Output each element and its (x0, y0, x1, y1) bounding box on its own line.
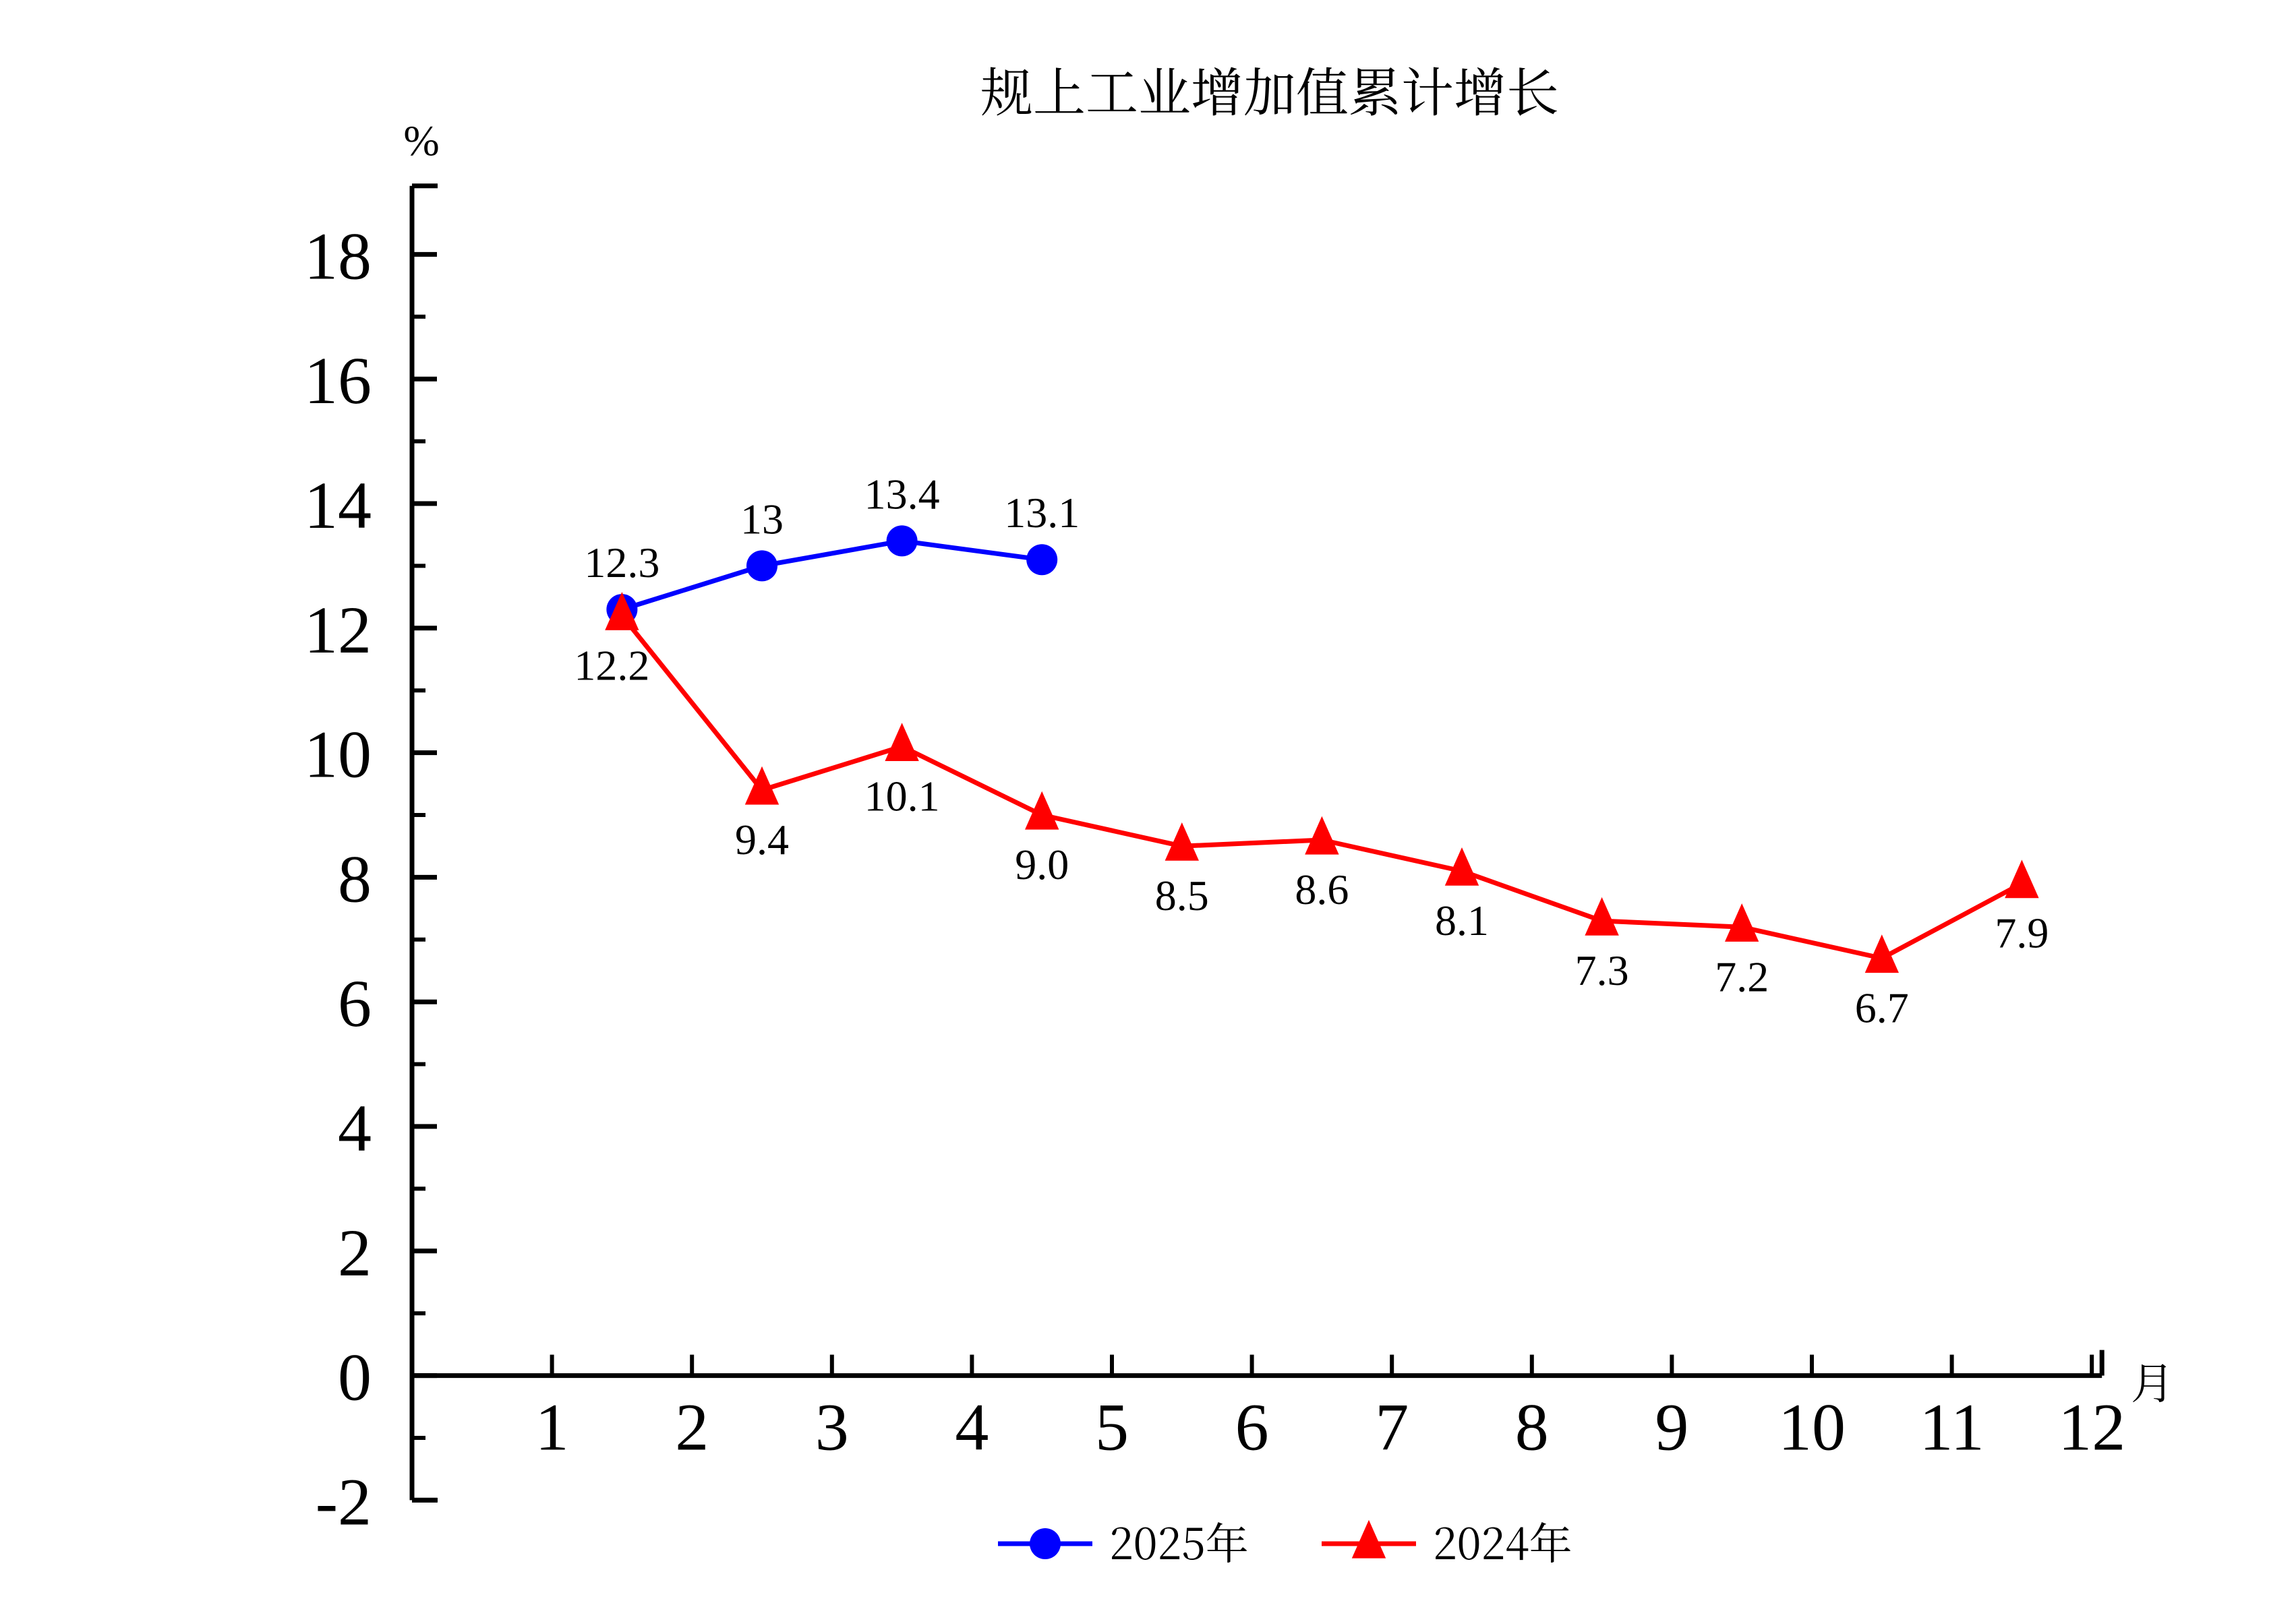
svg-text:%: % (403, 117, 439, 164)
svg-text:2: 2 (675, 1390, 709, 1465)
svg-text:9: 9 (1655, 1390, 1688, 1465)
svg-text:8: 8 (1515, 1390, 1549, 1465)
svg-text:13.1: 13.1 (1004, 489, 1080, 537)
svg-text:8.1: 8.1 (1435, 897, 1489, 944)
svg-text:规上工业增加值累计增长: 规上工业增加值累计增长 (980, 51, 1559, 127)
svg-text:11: 11 (1919, 1390, 1984, 1465)
svg-text:2: 2 (338, 1215, 372, 1290)
svg-text:5: 5 (1095, 1390, 1129, 1465)
svg-text:6.7: 6.7 (1855, 984, 1909, 1032)
svg-text:0: 0 (338, 1340, 372, 1415)
svg-text:2024年: 2024年 (1433, 1510, 1572, 1572)
svg-text:8: 8 (338, 841, 372, 916)
svg-text:8.6: 8.6 (1295, 866, 1349, 913)
svg-text:12.2: 12.2 (574, 641, 649, 689)
svg-text:3: 3 (815, 1390, 849, 1465)
svg-text:9.4: 9.4 (735, 816, 789, 864)
svg-text:7.2: 7.2 (1715, 953, 1769, 1000)
svg-text:16: 16 (304, 343, 372, 418)
svg-text:2025年: 2025年 (1109, 1510, 1249, 1572)
svg-text:12: 12 (2058, 1390, 2125, 1465)
svg-text:12: 12 (304, 593, 372, 667)
svg-text:7.3: 7.3 (1575, 946, 1629, 994)
svg-text:13: 13 (740, 495, 784, 543)
svg-text:4: 4 (338, 1091, 372, 1166)
svg-text:6: 6 (1235, 1390, 1269, 1465)
svg-text:10.1: 10.1 (864, 772, 940, 820)
svg-text:1: 1 (535, 1390, 569, 1465)
svg-text:月: 月 (2131, 1350, 2174, 1412)
svg-text:8.5: 8.5 (1155, 872, 1209, 919)
svg-text:10: 10 (1778, 1390, 1846, 1465)
svg-text:12.3: 12.3 (584, 539, 659, 586)
svg-text:7: 7 (1375, 1390, 1409, 1465)
svg-text:9.0: 9.0 (1015, 841, 1069, 888)
svg-text:4: 4 (955, 1390, 989, 1465)
svg-text:14: 14 (304, 468, 372, 543)
svg-text:10: 10 (304, 717, 372, 792)
svg-text:13.4: 13.4 (864, 470, 940, 518)
svg-text:-2: -2 (316, 1464, 372, 1539)
svg-text:6: 6 (338, 966, 372, 1041)
svg-text:18: 18 (304, 218, 372, 293)
svg-text:7.9: 7.9 (1995, 909, 2049, 957)
